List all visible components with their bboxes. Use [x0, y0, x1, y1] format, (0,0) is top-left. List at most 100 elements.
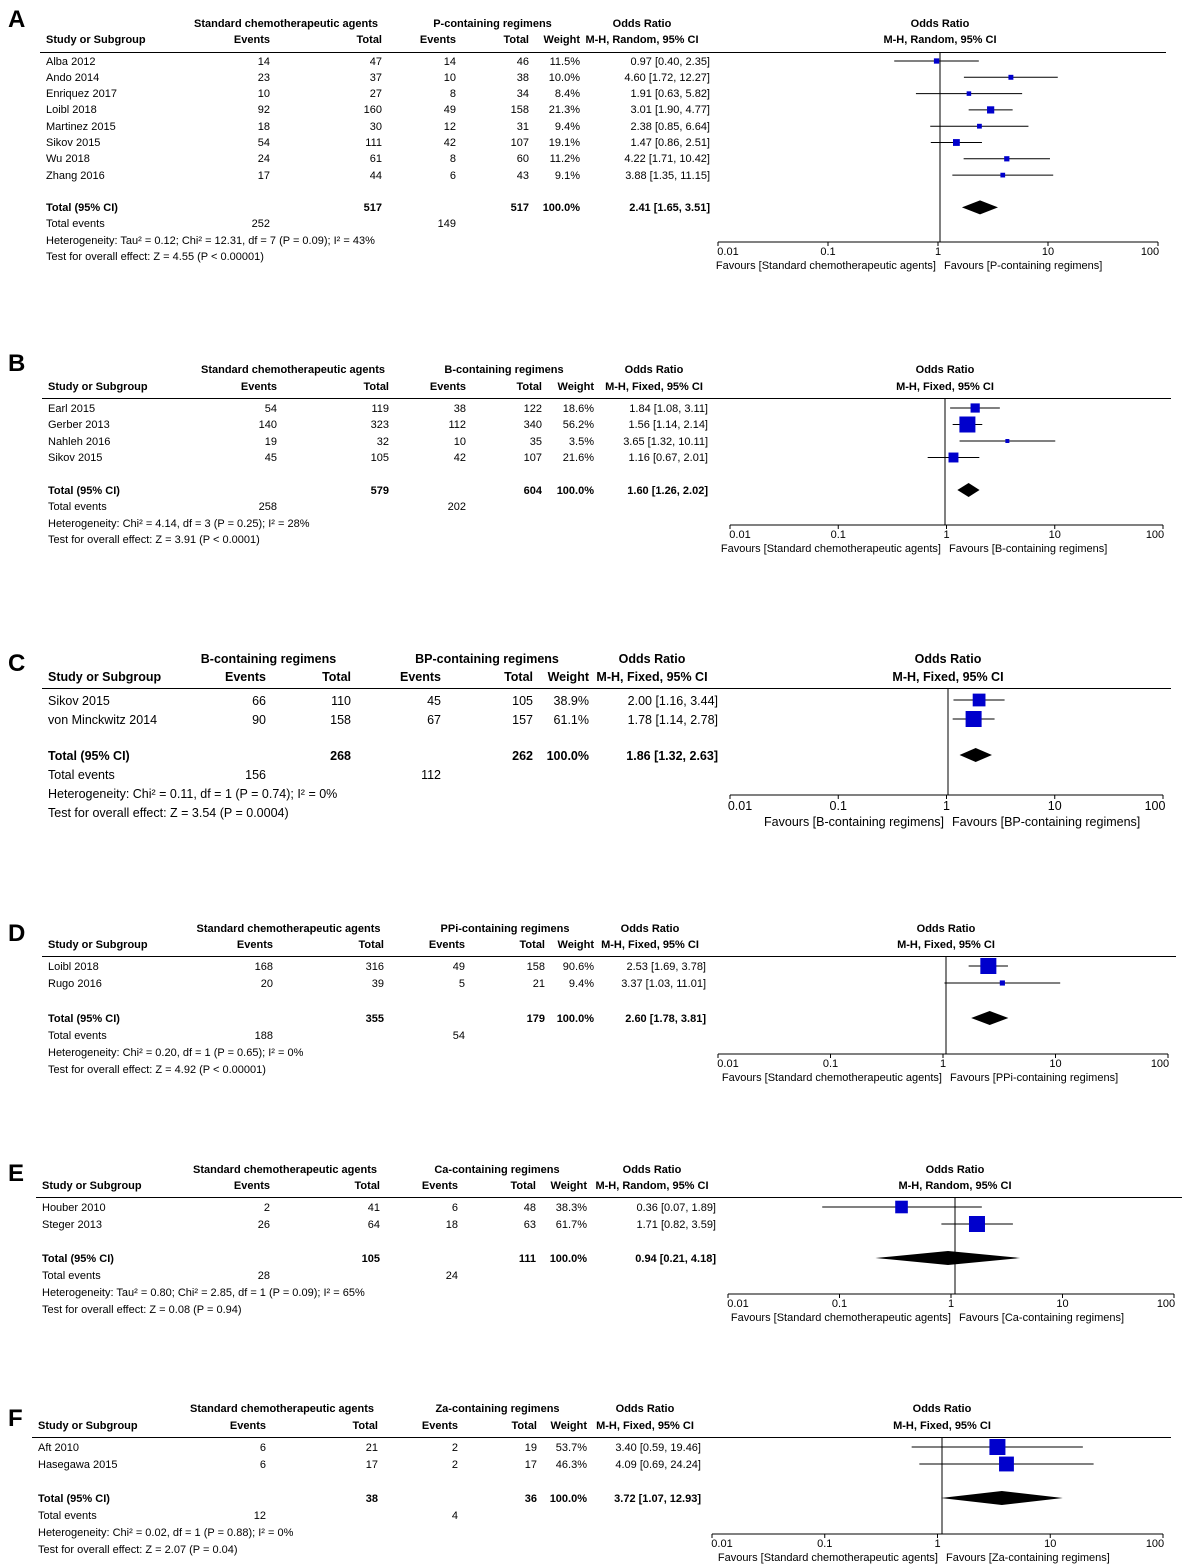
weight-cell: 9.4%: [554, 120, 580, 133]
odds-ratio-title: Odds Ratio: [615, 1403, 675, 1415]
weight-cell: 53.7%: [555, 1441, 587, 1454]
total1-col-header: Total: [363, 381, 389, 393]
weight-cell: 11.2%: [549, 153, 580, 166]
total1-cell: 268: [330, 748, 351, 763]
heterogeneity-text: Heterogeneity: Chi² = 0.02, df = 1 (P = …: [38, 1526, 294, 1539]
or-method-col-header: M-H, Random, 95% CI: [585, 34, 699, 46]
total1-cell: 38: [365, 1492, 378, 1505]
events1-cell: 23: [257, 71, 270, 84]
point-estimate-marker: [989, 1439, 1006, 1455]
total2-col-header: Total: [503, 34, 529, 46]
panel-label: C: [8, 650, 26, 677]
total2-col-header: Total: [511, 1420, 537, 1432]
events1-cell: 168: [254, 960, 273, 973]
point-estimate-marker: [895, 1200, 908, 1214]
panel-label: D: [8, 920, 26, 947]
total1-cell: 39: [371, 977, 384, 990]
group1-header: Standard chemotherapeutic agents: [190, 1403, 374, 1415]
weight-cell: 38.9%: [553, 693, 589, 708]
events2-cell: 49: [443, 104, 456, 117]
study-name: von Minckwitz 2014: [48, 712, 158, 727]
total1-cell: 355: [365, 1012, 384, 1025]
total2-cell: 604: [523, 484, 542, 497]
study-name: Loibl 2018: [48, 960, 99, 973]
plot-odds-ratio-title: Odds Ratio: [925, 1164, 985, 1176]
events1-cell: 24: [257, 153, 270, 166]
or-ci-cell: 1.91 [0.63, 5.82]: [630, 88, 710, 101]
forest-plot-svg: [717, 956, 1169, 1058]
favours-left-label: Favours [Standard chemotherapeutic agent…: [715, 260, 936, 272]
x-tick-label: 0.1: [822, 1058, 839, 1070]
total2-cell: 158: [510, 104, 529, 117]
x-tick-label: 10: [1049, 1058, 1062, 1070]
total2-cell: 43: [516, 169, 529, 182]
plot-or-method-header: M-H, Fixed, 95% CI: [896, 381, 994, 393]
total1-col-header: Total: [352, 1420, 378, 1432]
group1-header: Standard chemotherapeutic agents: [196, 923, 381, 935]
total1-cell: 105: [370, 452, 389, 464]
group1-header: Standard chemotherapeutic agents: [201, 364, 385, 376]
point-estimate-marker: [977, 123, 982, 129]
group2-header: B-containing regimens: [444, 364, 564, 376]
study-col-header: Study or Subgroup: [46, 34, 146, 46]
total1-cell: 316: [365, 960, 384, 973]
study-name: Martinez 2015: [46, 120, 116, 133]
point-estimate-marker: [972, 693, 986, 707]
point-estimate-marker: [987, 106, 995, 114]
total-events-label: Total events: [48, 767, 115, 782]
total1-cell: 158: [330, 712, 351, 727]
study-name: Wu 2018: [46, 153, 90, 166]
total-events-label: Total events: [42, 1269, 101, 1282]
x-tick-label: 10: [1041, 246, 1055, 258]
total-or-ci-cell: 1.60 [1.26, 2.02]: [627, 484, 708, 497]
point-estimate-marker: [933, 58, 940, 64]
weight-cell: 21.6%: [562, 452, 594, 464]
group2-header: Za-containing regimens: [435, 1403, 560, 1415]
events2-cell: 18: [445, 1218, 458, 1231]
or-ci-cell: 1.84 [1.08, 3.11]: [629, 402, 708, 415]
group1-header: B-containing regimens: [200, 651, 337, 666]
heterogeneity-text: Heterogeneity: Chi² = 4.14, df = 3 (P = …: [48, 517, 310, 530]
or-ci-cell: 2.53 [1.69, 3.78]: [626, 960, 706, 973]
total-or-ci-cell: 2.60 [1.78, 3.81]: [625, 1012, 706, 1025]
plot-or-method-header: M-H, Fixed, 95% CI: [892, 669, 1004, 684]
x-tick-label: 10: [1048, 529, 1061, 541]
weight-cell: 19.1%: [548, 137, 580, 149]
total2-cell: 48: [523, 1201, 536, 1214]
weight-col-header: Weight: [550, 1420, 587, 1432]
events2-cell: 10: [453, 435, 466, 448]
study-col-header: Study or Subgroup: [38, 1420, 138, 1432]
x-tick-label: 0.01: [717, 1058, 739, 1070]
weight-cell: 9.1%: [554, 169, 580, 182]
study-name: Hasegawa 2015: [38, 1458, 118, 1471]
total2-cell: 107: [510, 137, 529, 149]
weight-cell: 61.1%: [553, 712, 589, 727]
events1-col-header: Events: [233, 34, 270, 46]
point-estimate-marker: [966, 91, 972, 96]
total-weight-cell: 100.0%: [556, 1012, 594, 1025]
total2-cell: 158: [526, 960, 545, 973]
or-ci-cell: 3.65 [1.32, 10.11]: [623, 435, 708, 448]
overall-effect-text: Test for overall effect: Z = 0.08 (P = 0…: [42, 1303, 242, 1316]
total-or-ci-cell: 3.72 [1.07, 12.93]: [614, 1492, 701, 1505]
or-ci-cell: 1.16 [0.67, 2.01]: [628, 452, 708, 464]
header-rule: [42, 956, 1176, 957]
events2-cell: 8: [449, 88, 456, 101]
events1-cell: 17: [257, 169, 270, 182]
point-estimate-marker: [968, 1216, 985, 1232]
total1-cell: 41: [367, 1201, 380, 1214]
total2-cell: 105: [512, 693, 533, 708]
study-name: Steger 2013: [42, 1218, 102, 1231]
study-name: Earl 2015: [48, 402, 96, 415]
total-events2-cell: 112: [421, 767, 441, 782]
header-rule: [32, 1437, 1171, 1438]
total-label: Total (95% CI): [38, 1492, 110, 1505]
study-col-header: Study or Subgroup: [48, 381, 148, 393]
total-events1-cell: 12: [253, 1509, 266, 1522]
weight-col-header: Weight: [550, 1180, 587, 1192]
total2-col-header: Total: [504, 669, 533, 684]
x-tick-label: 1: [934, 1538, 941, 1550]
group1-header: Standard chemotherapeutic agents: [193, 1164, 377, 1176]
x-tick-label: 10: [1047, 799, 1062, 813]
total1-col-header: Total: [322, 669, 351, 684]
